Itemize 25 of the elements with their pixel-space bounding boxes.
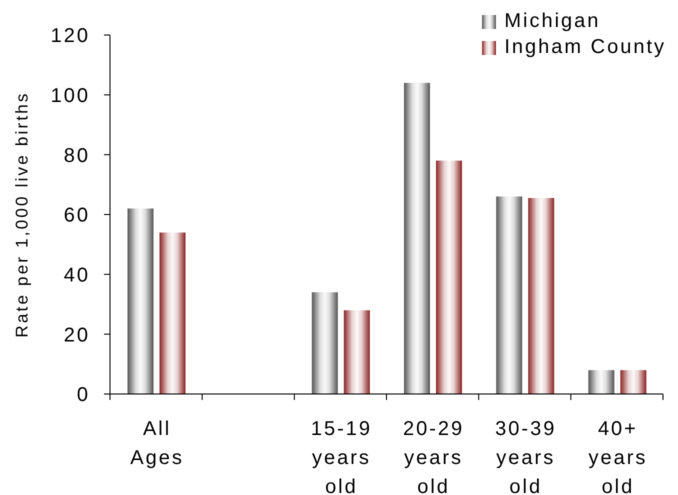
- x-tick-label: All Ages: [130, 418, 184, 469]
- y-axis-title: Rate per 1,000 live births: [12, 91, 32, 338]
- bar: [404, 82, 430, 394]
- bar: [620, 370, 646, 394]
- bar: [436, 160, 462, 394]
- y-tick-label: 20: [64, 324, 90, 346]
- bar: [344, 310, 370, 394]
- bar: [588, 370, 614, 394]
- y-tick-label: 40: [64, 264, 90, 286]
- x-tick-label: 40+ years old: [588, 418, 648, 495]
- y-tick-label: 0: [76, 384, 90, 406]
- bar: [528, 198, 554, 394]
- y-tick-label: 60: [64, 204, 90, 227]
- bar: [128, 208, 154, 394]
- legend-label: Ingham County: [504, 36, 666, 59]
- x-tick-label: 20-29 years old: [403, 418, 464, 495]
- y-tick-label: 120: [50, 25, 90, 48]
- x-tick-label: 30-39 years old: [495, 418, 556, 495]
- bar: [496, 196, 522, 394]
- y-tick-label: 80: [64, 144, 90, 167]
- bar: [160, 232, 186, 394]
- y-tick-label: 100: [50, 84, 90, 107]
- legend-label: Michigan: [504, 10, 600, 33]
- x-tick-label: 15-19 years old: [310, 418, 372, 495]
- bar: [312, 292, 338, 394]
